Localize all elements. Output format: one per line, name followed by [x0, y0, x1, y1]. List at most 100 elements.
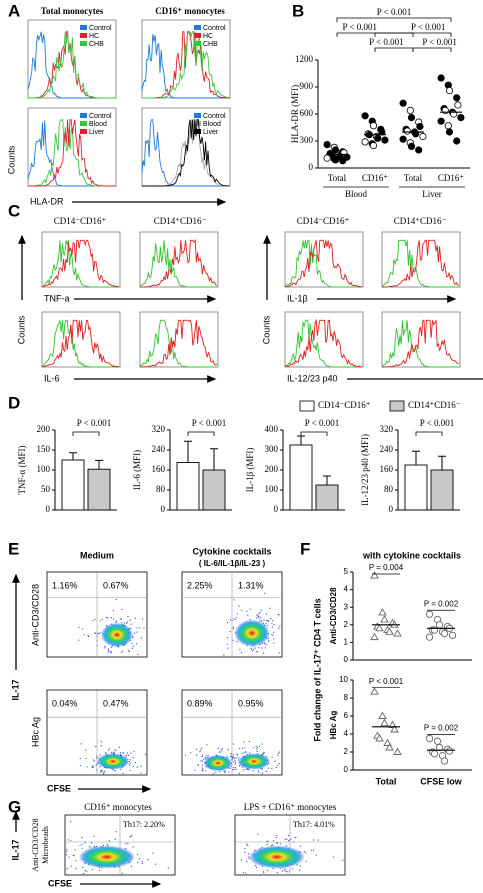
- event-dot: [107, 749, 109, 751]
- histogram-curve: [139, 319, 217, 368]
- event-dot: [271, 626, 273, 628]
- legend-label: Control: [203, 25, 226, 32]
- event-dot: [265, 623, 267, 625]
- event-dot: [272, 840, 275, 842]
- event-dot: [105, 616, 107, 619]
- data-point: [433, 737, 442, 745]
- event-dot: [112, 618, 115, 620]
- panel-title: Total monocytes: [41, 6, 104, 16]
- event-dot: [305, 860, 307, 862]
- event-dot: [253, 648, 255, 650]
- event-dot: [130, 752, 132, 754]
- x-tick-label: Total: [328, 173, 347, 183]
- event-dot: [100, 769, 102, 771]
- event-dot: [267, 640, 270, 642]
- event-dot: [104, 647, 106, 649]
- event-dot: [249, 608, 251, 610]
- event-dot: [294, 837, 296, 839]
- event-dot: [137, 861, 139, 864]
- event-dot: [92, 766, 95, 768]
- event-dot: [254, 647, 256, 649]
- event-dot: [285, 870, 287, 873]
- data-point: [437, 74, 445, 82]
- event-dot: [303, 851, 305, 853]
- event-dot: [111, 651, 113, 653]
- event-dot: [130, 835, 132, 838]
- data-point: [375, 623, 384, 632]
- event-dot: [261, 743, 263, 745]
- y-tick-label: 400: [265, 424, 279, 434]
- event-dot: [104, 646, 106, 648]
- event-dot: [115, 749, 117, 751]
- histogram-curve: [142, 119, 230, 187]
- event-dot: [256, 750, 258, 753]
- plot-frame: [381, 231, 461, 288]
- significance-bracket: [336, 17, 452, 22]
- event-dot: [138, 858, 140, 860]
- y-tick-label: 600: [300, 108, 314, 118]
- event-dot: [261, 772, 263, 774]
- plot-frame: [139, 311, 219, 368]
- event-dot: [115, 831, 117, 833]
- event-dot: [206, 754, 208, 757]
- column-title: CD14⁺CD16⁻: [394, 216, 447, 226]
- density-cloud: [78, 845, 135, 869]
- event-dot: [79, 765, 81, 767]
- event-dot: [272, 620, 274, 622]
- axis-label: HLA-DR (MFI): [290, 85, 300, 143]
- data-point: [399, 135, 407, 143]
- data-point: [393, 629, 402, 637]
- histogram-curve: [28, 119, 116, 187]
- event-dot: [233, 618, 235, 620]
- event-dot: [220, 749, 222, 751]
- event-dot: [243, 741, 245, 743]
- event-dot: [279, 625, 281, 627]
- axis-label: IL-17: [10, 839, 20, 860]
- event-dot: [261, 768, 263, 770]
- significance-bracket: [412, 47, 452, 52]
- quadrant-label: 0.67%: [103, 580, 129, 590]
- event-dot: [278, 627, 280, 630]
- event-dot: [271, 633, 273, 635]
- legend-label: Control: [89, 25, 112, 32]
- event-dot: [333, 856, 335, 858]
- event-dot: [131, 643, 133, 645]
- event-dot: [342, 859, 344, 861]
- axis-label: IL-6 (MFI): [132, 450, 142, 490]
- event-dot: [107, 651, 109, 653]
- panel-title: with cytokine cocktails: [362, 550, 461, 560]
- event-dot: [230, 753, 232, 755]
- data-point: [425, 633, 434, 641]
- legend-label: Blood: [203, 121, 221, 128]
- event-dot: [232, 754, 234, 756]
- event-dot: [99, 754, 101, 756]
- histogram-curve: [140, 319, 218, 368]
- event-dot: [234, 760, 236, 762]
- event-dot: [256, 617, 258, 619]
- event-dot: [91, 842, 93, 844]
- legend-swatch: [80, 129, 87, 134]
- event-dot: [274, 760, 276, 762]
- event-dot: [219, 771, 221, 773]
- event-dot: [122, 772, 124, 775]
- event-dot: [82, 866, 84, 869]
- event-dot: [65, 854, 67, 856]
- event-dot: [126, 752, 129, 754]
- event-dot: [305, 852, 307, 854]
- x-tick-label: CD16⁺: [438, 173, 465, 183]
- event-dot: [267, 767, 270, 769]
- event-dot: [266, 843, 268, 846]
- event-dot: [99, 771, 102, 773]
- event-dot: [238, 765, 241, 767]
- event-dot: [141, 863, 143, 865]
- event-dot: [287, 871, 289, 873]
- quadrant-label: 0.47%: [103, 698, 129, 708]
- event-dot: [239, 748, 241, 750]
- event-dot: [256, 746, 258, 749]
- y-tick-label: 240: [380, 444, 394, 454]
- event-dot: [232, 756, 234, 758]
- event-dot: [266, 620, 268, 622]
- event-dot: [241, 767, 244, 769]
- axis-sublabel: Anti-CD3/CD28: [31, 818, 40, 871]
- event-dot: [119, 618, 121, 620]
